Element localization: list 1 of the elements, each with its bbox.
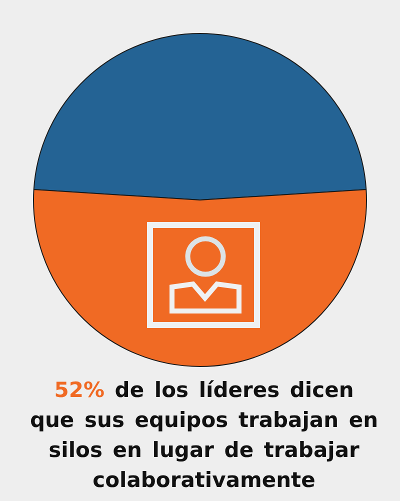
text: 52% de los líderes dicen que sus equipos trabajan en silos en lugar de trabajar colaborativamente: [30, 378, 378, 492]
